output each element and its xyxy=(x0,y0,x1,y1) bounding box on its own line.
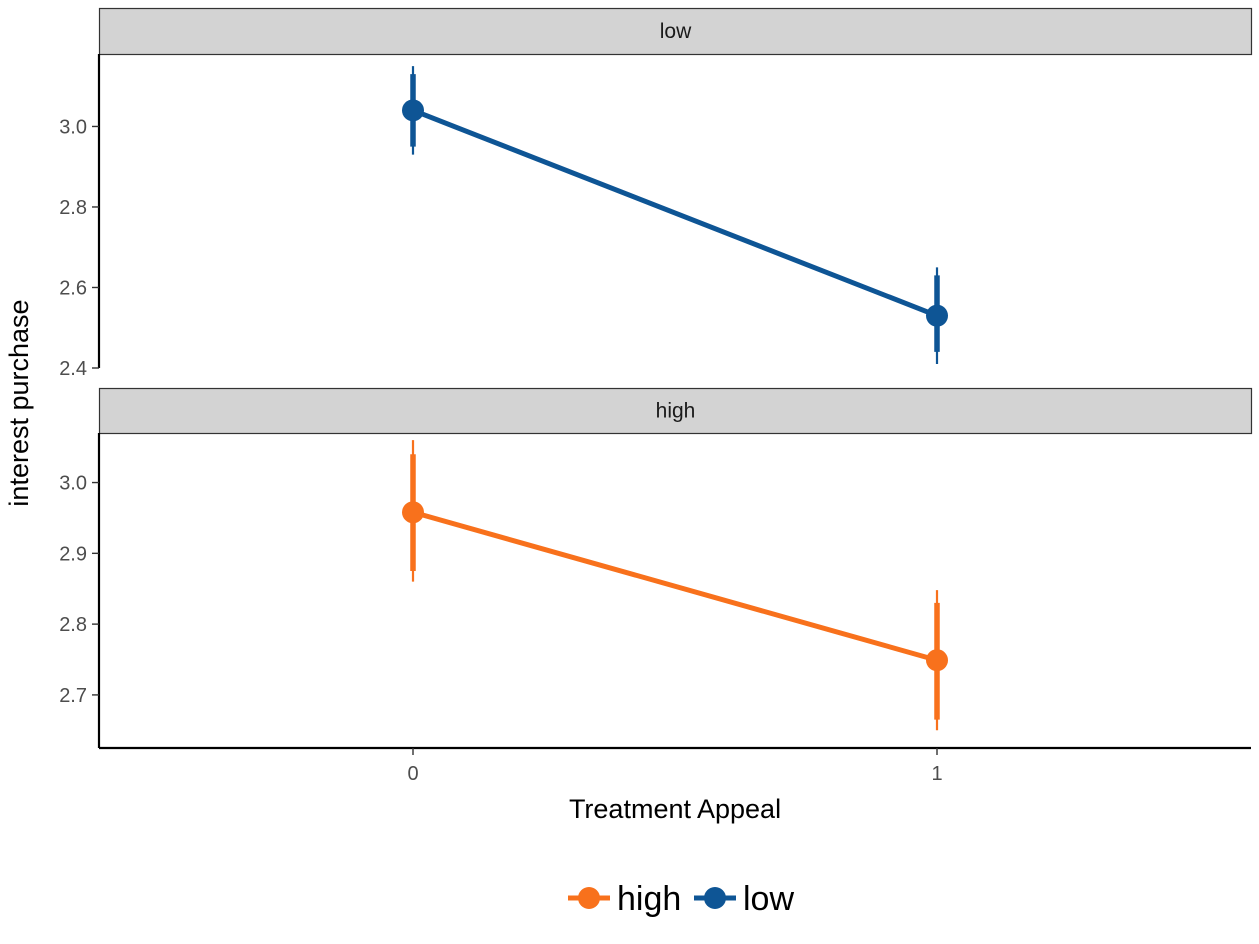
series-line-high xyxy=(412,509,938,663)
legend-label: low xyxy=(743,880,794,918)
x-tick-label: 1 xyxy=(931,763,942,785)
y-tick-label: 2.8 xyxy=(59,197,87,219)
y-tick-label: 2.8 xyxy=(59,614,87,636)
y-tick-label: 3.0 xyxy=(59,116,87,138)
strip-label: low xyxy=(660,20,692,43)
data-point xyxy=(926,649,948,672)
x-axis-title: Treatment Appeal xyxy=(569,794,781,824)
y-tick-label: 3.0 xyxy=(59,473,87,495)
data-point xyxy=(926,304,948,327)
data-point xyxy=(402,501,424,524)
strip-background xyxy=(98,7,1253,56)
y-tick-label: 2.4 xyxy=(59,358,87,380)
series-line-low xyxy=(412,108,938,318)
y-tick-label: 2.9 xyxy=(59,543,87,565)
y-tick-label: 2.6 xyxy=(59,277,87,299)
panel-high: high 2.7 2.8 2.9 3.0 xyxy=(59,387,1253,748)
y-tick-label: 2.7 xyxy=(59,685,87,707)
legend-item-low: low xyxy=(694,880,794,918)
legend: high low xyxy=(568,880,794,918)
strip-label: high xyxy=(656,400,696,423)
legend-label: high xyxy=(617,880,681,918)
legend-item-high: high xyxy=(568,880,681,918)
data-point xyxy=(402,99,424,122)
x-tick-label: 0 xyxy=(407,763,418,785)
panel-low: low 2.4 2.6 2.8 3.0 xyxy=(59,7,1253,380)
legend-key-point xyxy=(578,887,600,909)
panels: low 2.4 2.6 2.8 3.0 high 2.7 2.8 2.9 3.0 xyxy=(59,7,1253,748)
y-axis-title: interest purchase xyxy=(4,299,34,506)
legend-key-point xyxy=(704,887,726,909)
strip-background xyxy=(98,387,1253,435)
